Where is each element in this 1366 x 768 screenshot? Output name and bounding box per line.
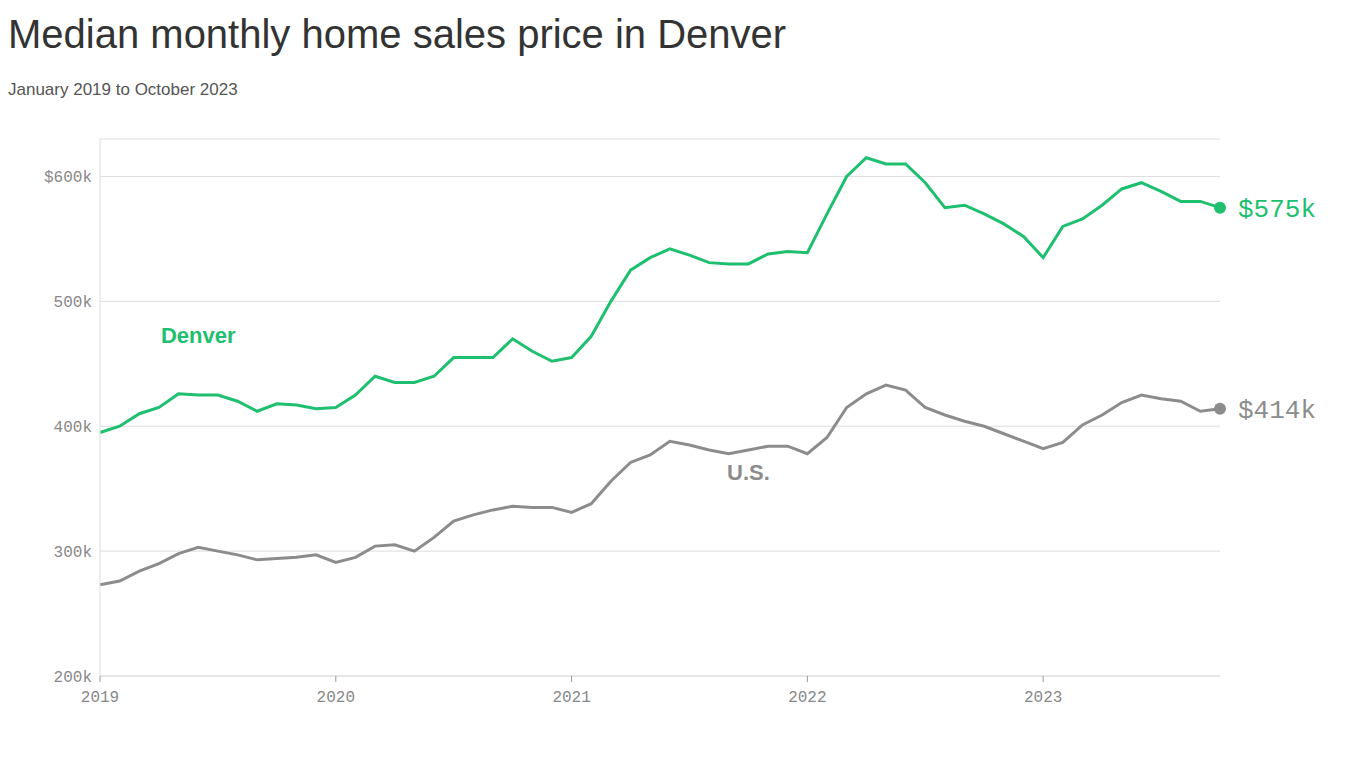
- svg-text:2019: 2019: [81, 689, 119, 707]
- svg-text:2020: 2020: [317, 689, 355, 707]
- svg-text:300k: 300k: [54, 544, 92, 562]
- svg-text:2023: 2023: [1024, 689, 1062, 707]
- svg-text:2021: 2021: [552, 689, 590, 707]
- svg-text:500k: 500k: [54, 294, 92, 312]
- svg-text:400k: 400k: [54, 419, 92, 437]
- svg-text:200k: 200k: [54, 669, 92, 687]
- svg-text:$600k: $600k: [44, 169, 92, 187]
- html-text:January 2019 to October 2023: January 2019 to October 2023: [8, 80, 238, 99]
- html-text:Median monthly home sales pric: Median monthly home sales price in Denve…: [8, 12, 787, 56]
- svg-text:U.S.: U.S.: [727, 460, 770, 485]
- svg-text:$575k: $575k: [1238, 195, 1316, 225]
- svg-text:Denver: Denver: [161, 323, 236, 348]
- svg-text:2022: 2022: [788, 689, 826, 707]
- svg-text:$414k: $414k: [1238, 396, 1316, 426]
